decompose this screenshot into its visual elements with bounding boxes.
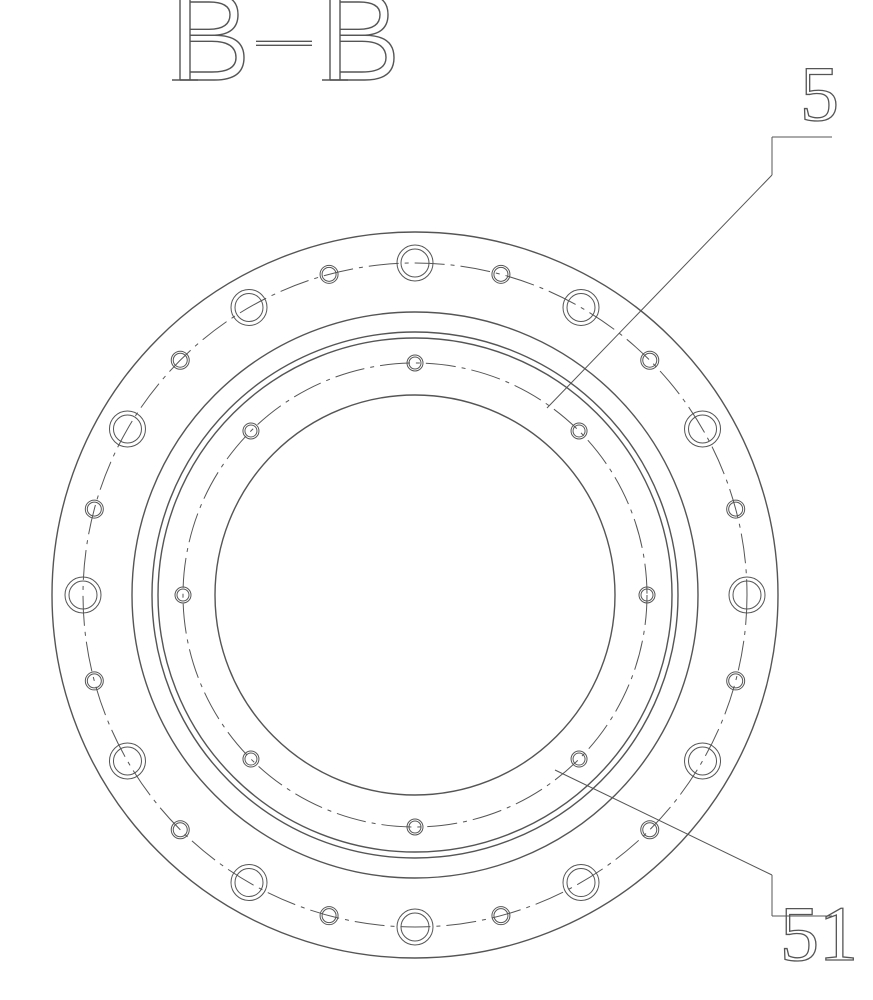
leader-5 bbox=[547, 137, 832, 408]
outer-small-holes bbox=[85, 265, 744, 924]
inner-bolt-circle bbox=[183, 363, 647, 827]
inner-ring-od bbox=[158, 338, 672, 852]
bore bbox=[215, 395, 615, 795]
outer-diameter bbox=[52, 232, 778, 958]
race-inner bbox=[152, 332, 678, 858]
inner-holes bbox=[175, 355, 655, 835]
section-title bbox=[172, 0, 394, 80]
outer-bolt-holes bbox=[65, 245, 765, 945]
callout-51: 51 bbox=[780, 890, 858, 977]
callout-5: 5 bbox=[800, 50, 839, 137]
race-outer bbox=[132, 312, 698, 878]
